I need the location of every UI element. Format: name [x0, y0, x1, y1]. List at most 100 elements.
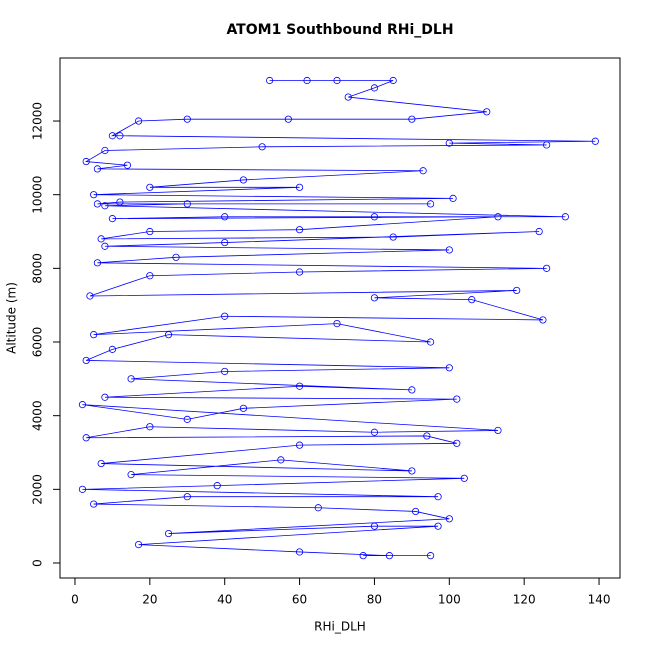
y-tick-label: 0	[31, 559, 45, 567]
data-point	[359, 552, 367, 560]
y-tick-label: 6000	[31, 327, 45, 358]
data-point	[295, 441, 304, 449]
data-point	[303, 76, 311, 85]
data-point	[295, 268, 304, 276]
data-point	[543, 141, 551, 149]
data-point	[277, 456, 285, 464]
x-tick-label: 100	[438, 593, 461, 607]
x-axis-label: RHi_DLH	[314, 620, 366, 634]
x-tick-label: 20	[142, 593, 157, 607]
data-point	[423, 432, 431, 440]
y-tick-label: 4000	[31, 400, 45, 431]
data-point	[183, 115, 191, 123]
data-point	[108, 215, 117, 223]
data-point	[123, 161, 131, 169]
x-tick-label: 60	[292, 593, 307, 607]
data-point	[284, 115, 292, 123]
x-tick-label: 80	[367, 593, 382, 607]
data-point	[146, 423, 154, 431]
data-point	[90, 191, 98, 199]
data-point	[468, 296, 476, 304]
data-point	[412, 507, 420, 516]
data-point	[333, 76, 341, 85]
data-point	[90, 331, 98, 339]
data-point	[389, 233, 397, 241]
data-point	[295, 548, 304, 556]
data-point	[445, 139, 453, 147]
data-point	[101, 242, 109, 250]
data-point	[146, 227, 154, 236]
y-axis-label: Altitude (m)	[5, 282, 19, 354]
data-point	[90, 500, 98, 508]
data-point	[183, 415, 191, 423]
data-point	[93, 165, 102, 173]
data-point	[221, 312, 229, 320]
data-point	[543, 264, 551, 272]
data-point	[93, 259, 102, 267]
data-point	[494, 213, 502, 221]
data-point	[146, 183, 154, 191]
data-point	[116, 198, 124, 206]
data-point	[82, 157, 90, 166]
data-point	[314, 504, 322, 512]
data-point	[513, 286, 521, 295]
data-point	[127, 471, 135, 479]
data-point	[82, 434, 90, 442]
data-point	[344, 93, 352, 101]
data-point	[146, 272, 154, 280]
data-point	[78, 485, 87, 493]
data-point	[116, 132, 124, 140]
data-point	[449, 194, 457, 202]
data-point	[426, 338, 435, 346]
data-point	[221, 367, 229, 376]
data-point	[183, 200, 191, 208]
data-point	[183, 493, 191, 501]
data-point	[426, 552, 435, 560]
data-point	[101, 146, 109, 155]
data-point	[239, 404, 248, 412]
plot-frame	[59, 57, 621, 579]
data-point	[445, 515, 453, 523]
data-point	[213, 482, 221, 490]
data-point	[78, 401, 87, 409]
data-point	[127, 375, 135, 383]
data-point	[535, 227, 543, 236]
data-point	[370, 213, 379, 221]
data-point	[445, 364, 453, 372]
data-point	[221, 213, 229, 221]
data-point	[295, 226, 304, 234]
data-point	[370, 428, 379, 436]
x-tick-label: 120	[513, 593, 536, 607]
data-point	[539, 316, 547, 324]
data-point	[408, 115, 416, 123]
data-point	[82, 356, 90, 365]
y-tick-label: 12000	[31, 102, 45, 140]
data-point	[483, 108, 491, 116]
data-point	[164, 331, 173, 339]
data-point	[221, 238, 229, 247]
data-point	[494, 426, 502, 435]
data-point	[453, 395, 461, 403]
data-point	[108, 345, 117, 353]
data-point	[135, 540, 143, 549]
data-point	[408, 467, 416, 475]
data-point	[426, 200, 435, 208]
series-line	[82, 80, 596, 557]
data-point	[561, 213, 569, 221]
data-point	[295, 382, 304, 390]
data-point	[97, 235, 105, 243]
data-point	[86, 292, 94, 300]
data-point	[389, 76, 397, 85]
data-point	[97, 459, 105, 468]
data-point	[408, 386, 416, 394]
data-point	[239, 176, 248, 184]
data-point	[370, 294, 379, 302]
data-point	[172, 253, 180, 261]
data-point	[258, 143, 266, 151]
data-point	[434, 522, 442, 530]
data-point	[93, 200, 102, 208]
data-point	[101, 202, 109, 210]
data-point	[266, 76, 274, 85]
chart-title: ATOM1 Southbound RHi_DLH	[226, 22, 453, 38]
